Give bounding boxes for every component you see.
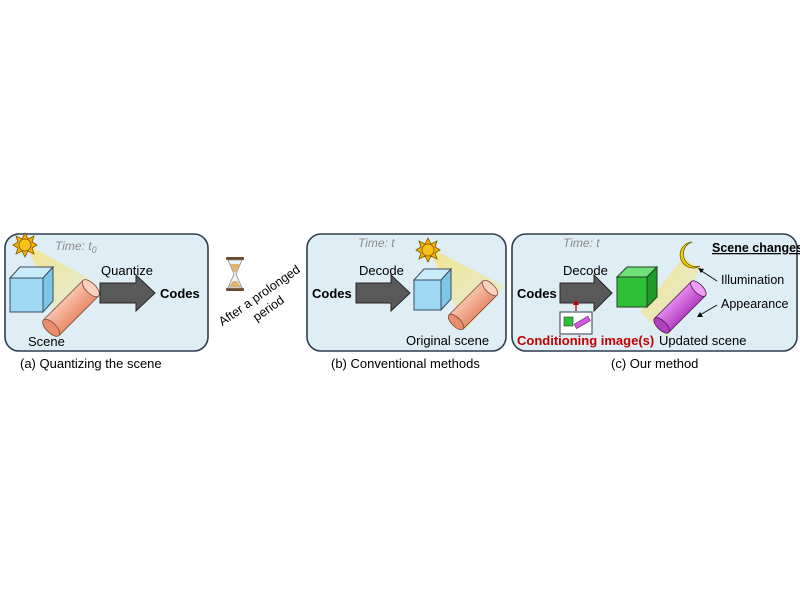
decode-arrow [559,273,613,313]
cylinder-orange [42,279,100,337]
cylinder-magenta [653,280,707,334]
illumination-pointer [699,269,718,282]
light-cone [428,247,505,330]
moon-icon [679,241,701,269]
appearance-pointer-head [697,312,703,317]
codes-input-label: Codes [517,286,557,301]
sun-icon [415,237,441,263]
illumination-label: Illumination [721,273,784,287]
decode-arrow [355,273,411,313]
caption-b: (b) Conventional methods [331,356,480,371]
panel-b: Time: t Codes Decode Original scene [306,233,507,352]
illumination-pointer-head [698,268,704,273]
conditioning-arrowhead [573,300,579,305]
conditioning-image-thumbnail [559,311,593,335]
caption-c: (c) Our method [611,356,698,371]
caption-a: (a) Quantizing the scene [20,356,162,371]
panel-b-time: Time: t [358,236,395,250]
original-scene-label: Original scene [406,333,489,348]
updated-scene-label: Updated scene [659,333,746,348]
quantize-arrow [99,273,156,313]
cube-blue [8,265,55,314]
decode-label: Decode [563,263,608,278]
scene-label: Scene [28,334,65,349]
codes-input-label: Codes [312,286,352,301]
decode-label: Decode [359,263,404,278]
codes-output-label: Codes [160,286,200,301]
panel-c-time: Time: t [563,236,600,250]
sun-icon [12,232,38,258]
cube-green [615,265,659,309]
panel-a: Time: t0 Scene Quantize Codes [4,232,209,352]
appearance-label: Appearance [721,297,788,311]
panel-a-time: Time: t0 [55,239,97,255]
appearance-pointer [699,304,718,316]
hourglass-icon [226,257,244,291]
conditioning-label: Conditioning image(s) [517,333,654,348]
transition-text: After a prolonged period [216,262,303,329]
scene-changes-title: Scene changes [712,241,800,255]
cube-blue [412,267,453,312]
light-cone [26,244,92,318]
panel-c: Time: t Codes Decode Conditioning image(… [511,233,800,352]
quantize-label: Quantize [101,263,153,278]
cylinder-orange [447,279,499,331]
